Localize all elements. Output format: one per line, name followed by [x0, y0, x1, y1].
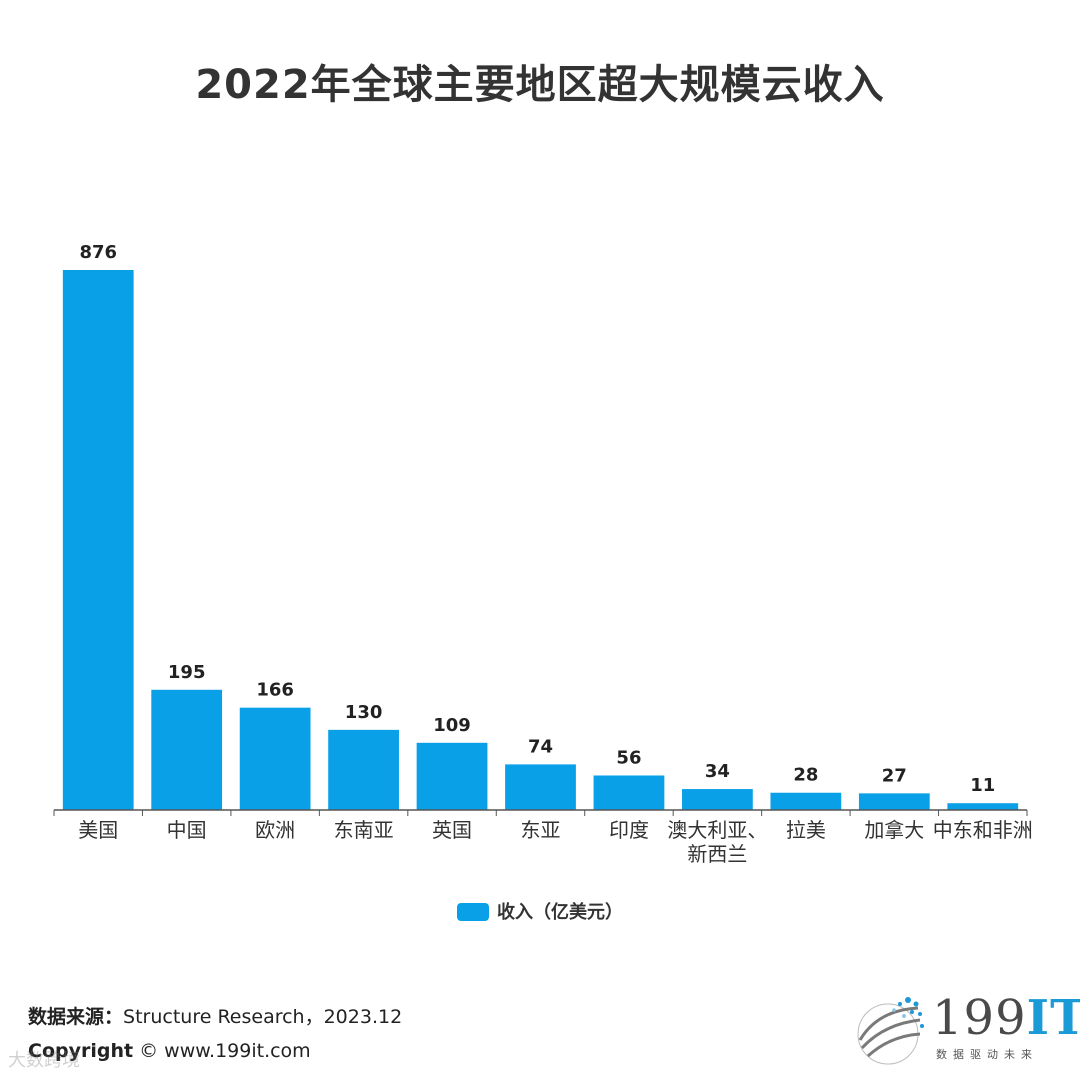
- bar: [593, 775, 665, 810]
- legend-label: 收入（亿美元）: [497, 902, 623, 923]
- bar-chart: 876 美国 195 中国 166 欧洲 130 东南亚 109 英国 74 东亚 56 印度 34 澳大利亚…: [53, 242, 1033, 866]
- logo: 199IT 数据驱动未来: [848, 990, 1080, 1070]
- watermark: 大数跨境: [8, 1050, 80, 1071]
- bar: [682, 789, 753, 810]
- category-label: 东亚: [521, 818, 561, 842]
- data-label: 166: [256, 680, 294, 701]
- legend: 收入（亿美元）: [0, 898, 1080, 924]
- logo-brand: 199IT: [932, 990, 1080, 1046]
- bar: [328, 729, 399, 810]
- bar: [416, 742, 488, 810]
- data-label: 74: [528, 736, 553, 757]
- copyright-line: Copyright © www.199it.com: [28, 1034, 402, 1068]
- bar: [505, 764, 576, 810]
- bar: [858, 793, 930, 810]
- legend-swatch: [457, 903, 489, 921]
- source-text: Structure Research，2023.12: [123, 1006, 403, 1028]
- category-label: 欧洲: [255, 818, 295, 842]
- bar: [239, 707, 311, 810]
- category-label: 印度: [609, 818, 649, 842]
- category-label: 英国: [432, 818, 472, 842]
- data-label: 27: [882, 765, 907, 786]
- category-label: 新西兰: [687, 842, 747, 866]
- copyright-label: Copyright: [28, 1040, 134, 1062]
- category-label: 澳大利亚、: [667, 818, 767, 842]
- data-label: 28: [793, 765, 818, 786]
- bar: [947, 803, 1019, 810]
- data-label: 195: [168, 662, 206, 683]
- copyright-text: © www.199it.com: [133, 1040, 311, 1062]
- footer: 数据来源：Structure Research，2023.12 Copyrigh…: [28, 1000, 402, 1068]
- data-label: 56: [616, 747, 641, 768]
- source-line: 数据来源：Structure Research，2023.12: [28, 1000, 402, 1034]
- logo-slogan: 数据驱动未来: [936, 1048, 1038, 1061]
- source-label: 数据来源：: [28, 1006, 124, 1028]
- data-label: 11: [970, 775, 995, 796]
- logo-dots-icon: [857, 997, 924, 1065]
- bar: [62, 270, 134, 810]
- category-label: 加拿大: [864, 818, 924, 842]
- category-label: 东南亚: [334, 818, 394, 842]
- bar: [770, 792, 842, 810]
- category-label: 拉美: [786, 818, 826, 842]
- category-label: 美国: [78, 818, 118, 842]
- chart-title: 2022年全球主要地区超大规模云收入: [195, 62, 885, 108]
- bar: [151, 689, 223, 810]
- data-label: 109: [433, 715, 471, 736]
- data-label: 876: [79, 242, 117, 263]
- category-label: 中东和非洲: [933, 818, 1033, 842]
- data-label: 34: [705, 761, 730, 782]
- data-label: 130: [345, 702, 383, 723]
- category-label: 中国: [167, 818, 207, 842]
